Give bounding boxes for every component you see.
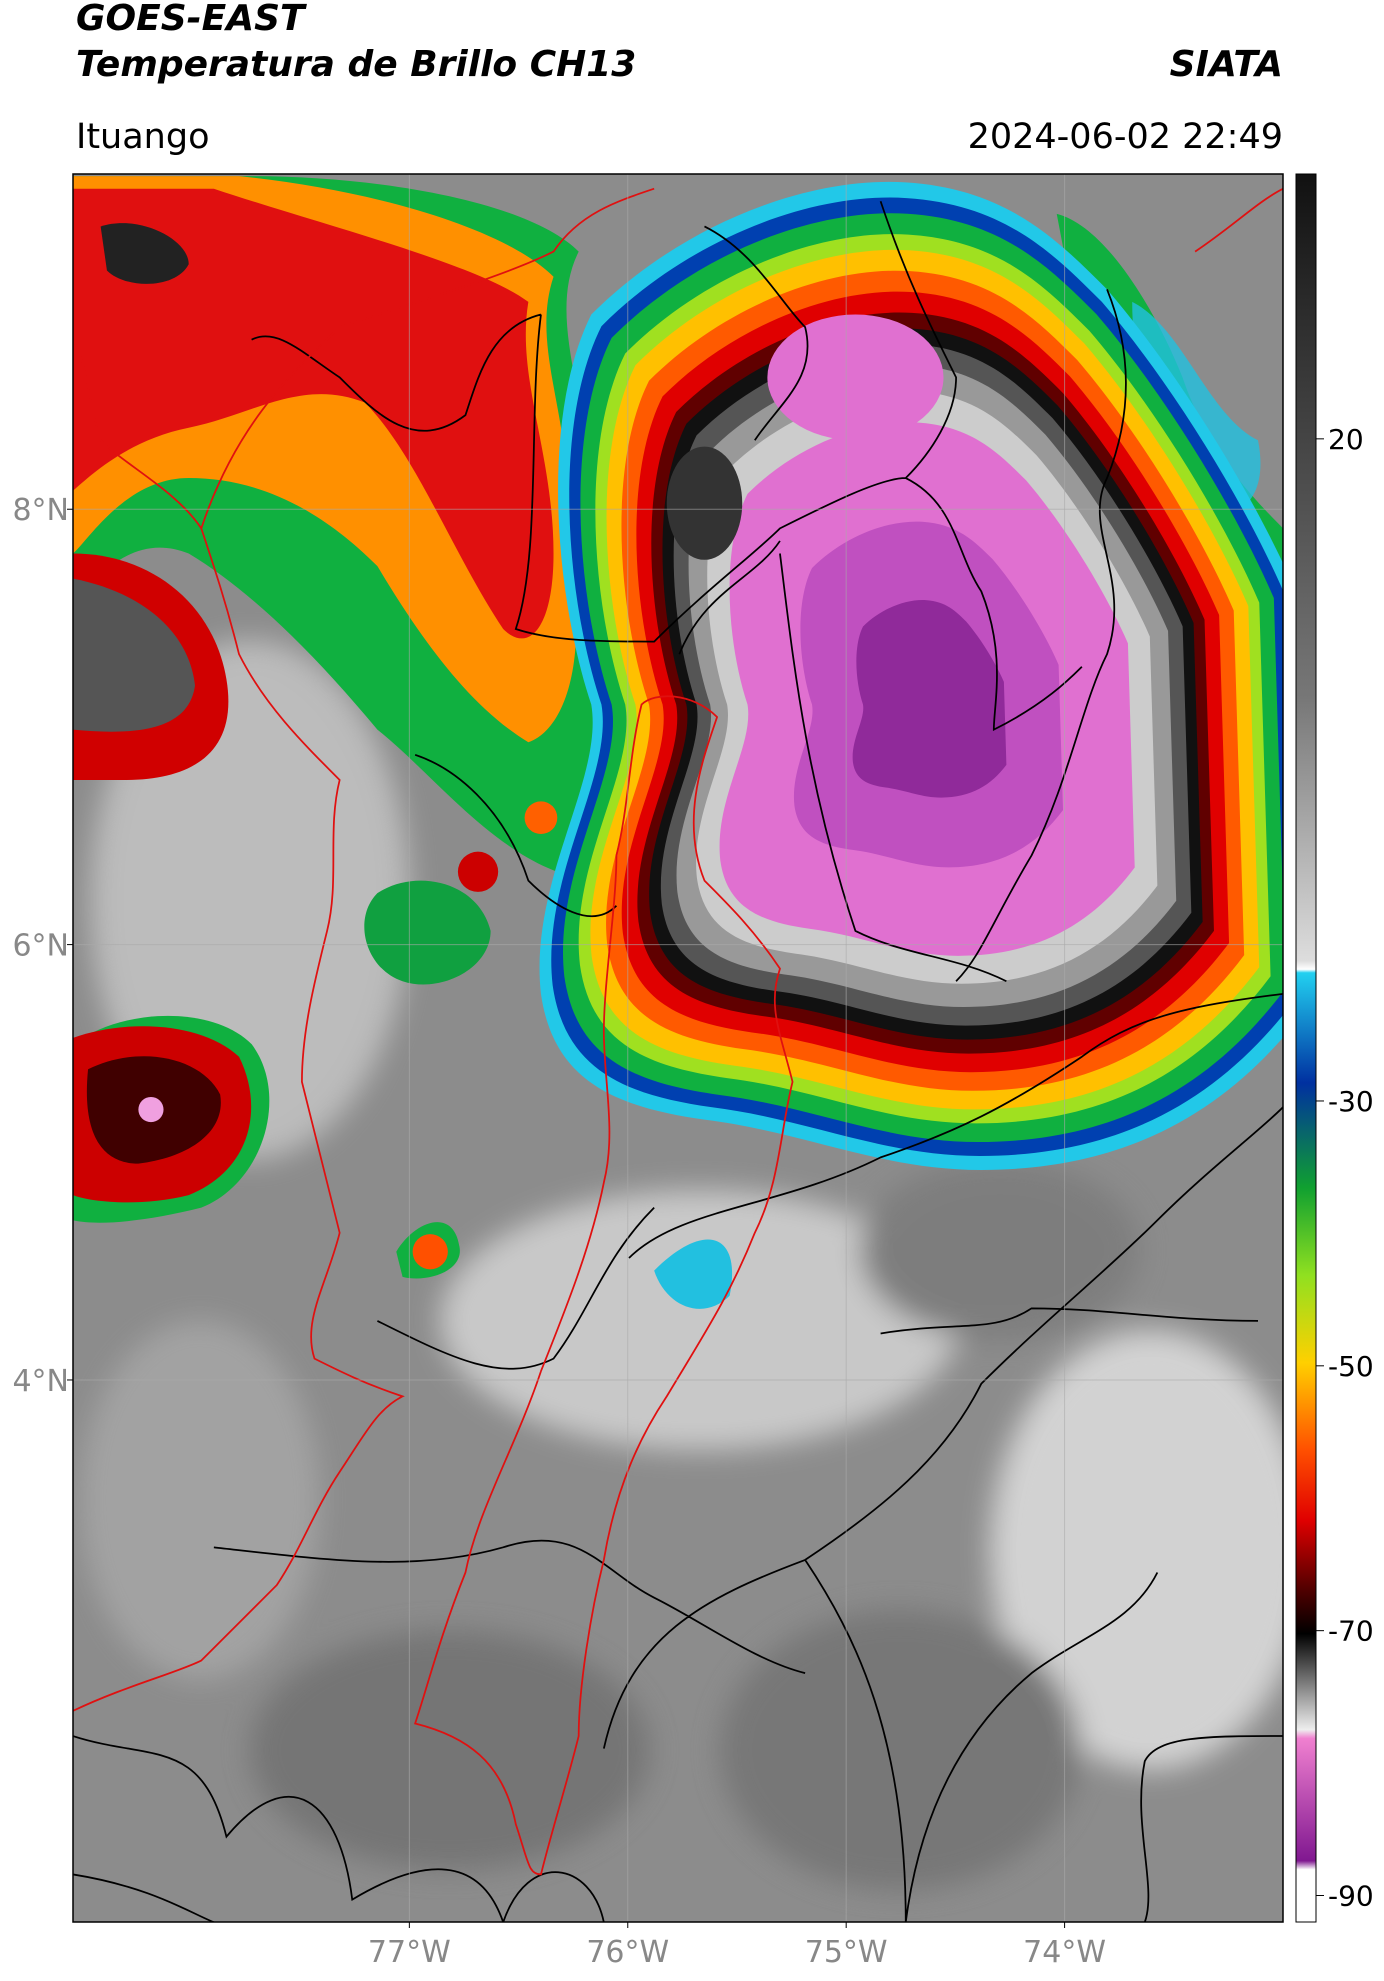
x-tick-label: 76°W	[586, 1935, 669, 1970]
title: GOES-EAST	[76, 0, 307, 39]
y-tick-label: 6°N	[12, 929, 69, 964]
colorbar	[1295, 173, 1317, 1923]
map-frame	[72, 173, 1284, 1923]
x-tick-label: 77°W	[368, 1935, 451, 1970]
y-tick-label: 4°N	[12, 1364, 69, 1399]
colorbar-tick-label: -70	[1328, 1615, 1374, 1648]
subtitle: Temperatura de Brillo CH13	[76, 44, 636, 85]
datetime: 2024-06-02 22:49	[968, 117, 1283, 157]
colorbar-tick-label: -30	[1328, 1085, 1374, 1118]
cloud-layer	[767, 314, 944, 441]
y-tick-label: 8°N	[12, 493, 69, 528]
location: Ituango	[76, 117, 210, 157]
colorbar-tick-label: 20	[1328, 423, 1364, 456]
cloud-layer	[666, 446, 743, 560]
map-imagery	[73, 174, 1283, 1922]
x-tick-label: 74°W	[1023, 1935, 1106, 1970]
source: SIATA	[1170, 44, 1283, 85]
colorbar-tick-label: -50	[1328, 1350, 1374, 1383]
x-tick-label: 75°W	[805, 1935, 888, 1970]
cloud-layer	[852, 599, 1007, 798]
colorbar-tick-label: -90	[1328, 1880, 1374, 1913]
